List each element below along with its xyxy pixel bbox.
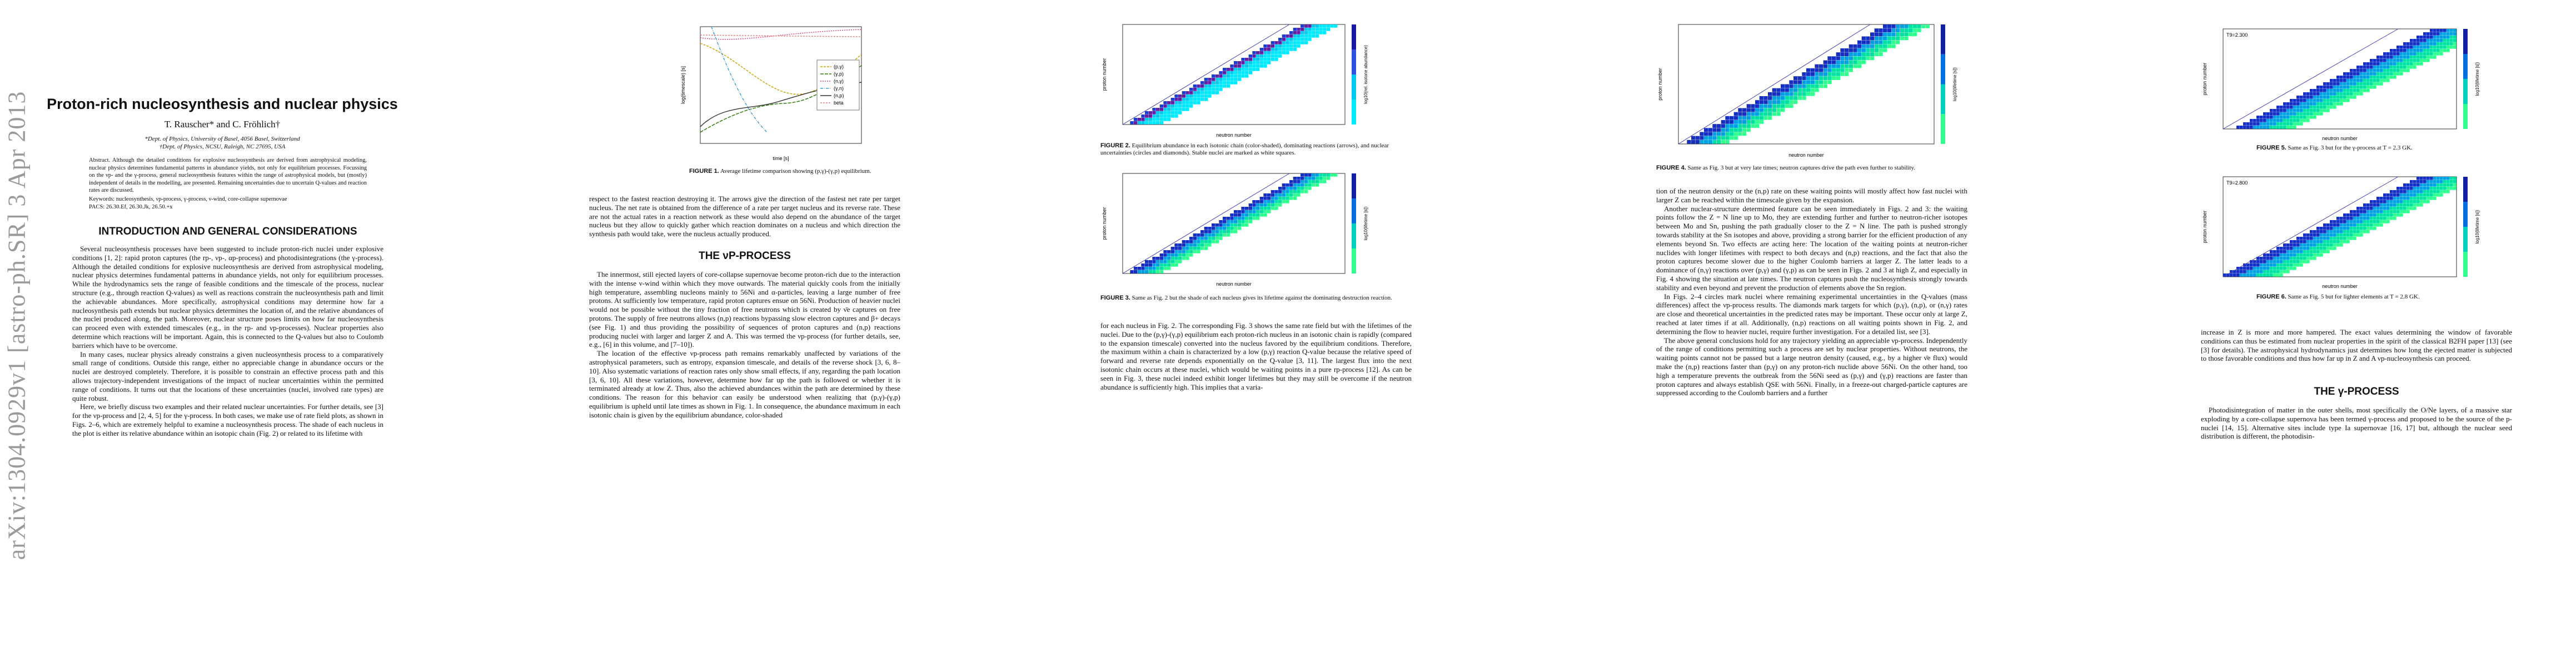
paragraph: Here, we briefly discuss two examples an… (72, 402, 383, 437)
nuclide-cells (1130, 24, 1338, 125)
legend-entry: (γ,p) (834, 71, 844, 77)
temperature-label: T9=2.800 (2226, 180, 2248, 186)
y-axis-label: proton number (2202, 211, 2208, 243)
affiliation-1: *Dept. of Physics, University of Basel, … (145, 136, 300, 142)
paragraph: Photodisintegration of matter in the out… (2201, 406, 2512, 441)
pacs: PACS: 26.30.Ef, 26.30.Jk, 26.50.+x (89, 204, 173, 210)
section-heading-intro: INTRODUCTION AND GENERAL CONSIDERATIONS (98, 226, 357, 237)
body-text-col5b: Photodisintegration of matter in the out… (2201, 406, 2512, 441)
figure-5-plot: log10(lifetime [s]) neutron number proton … (2202, 28, 2480, 141)
y-axis-label: proton number (1657, 68, 1663, 101)
colorbar-label: log10(lifetime [s]) (1363, 206, 1368, 240)
figure-4-plot: log10(lifetime [s]) neutron number proton … (1657, 24, 1957, 158)
paragraph: increase in Z is more and more hampered.… (2201, 328, 2512, 363)
nuclide-cells (2236, 29, 2457, 129)
section-heading-gamma: THE γ-PROCESS (2314, 386, 2399, 397)
arxiv-sidebar: arXiv:1304.0929v1 [astro-ph.SR] 3 Apr 20… (0, 0, 33, 667)
y-axis-label: proton number (1102, 207, 1107, 240)
y-axis-label: proton number (1102, 58, 1107, 91)
page-3: log10(rel. isotone abundance) neutron num… (1067, 0, 1489, 667)
x-axis-label: neutron number (1788, 152, 1824, 158)
figure-6-caption: FIGURE 6. Same as Fig. 5 but for lighter… (2256, 293, 2420, 300)
paper-authors: T. Rauscher* and C. Fröhlich† (164, 119, 281, 130)
paragraph: In Figs. 2–4 circles mark nuclei where r… (1656, 292, 1967, 336)
paper-title: Proton-rich nucleosynthesis and nuclear … (47, 96, 398, 112)
fig1-ylabel: log(timescale) [s] (680, 66, 686, 104)
colorbar (1352, 24, 1356, 125)
x-axis-label: neutron number (1216, 132, 1252, 138)
x-axis-label: neutron number (2322, 136, 2358, 141)
figure-3-plot: log10(lifetime [s]) neutron number proton … (1102, 173, 1368, 287)
colorbar-label: log10(lifetime [s]) (2475, 62, 2480, 96)
paragraph: respect to the fastest reaction destroyi… (589, 195, 900, 238)
fig1-curve (700, 43, 862, 95)
keywords: Keywords: nucleosynthesis, νp-process, γ… (89, 196, 287, 202)
page-4: log10(lifetime [s]) neutron number proton … (1612, 0, 2034, 667)
body-text-col2a: respect to the fastest reaction destroyi… (589, 195, 900, 238)
fig1-curve (711, 26, 768, 133)
figure-2-caption: FIGURE 2. Equilibrium abundance in each … (1100, 142, 1389, 156)
legend-entry: beta (834, 100, 844, 106)
nuclide-cells (1130, 173, 1338, 273)
y-axis-label: proton number (2202, 63, 2208, 96)
colorbar-label: log10(lifetime [s]) (1952, 67, 1957, 101)
page-1: arXiv:1304.0929v1 [astro-ph.SR] 3 Apr 20… (0, 0, 422, 667)
nuclide-cells (2223, 177, 2457, 277)
page-5: log10(lifetime [s]) neutron number proton … (2145, 0, 2576, 667)
temperature-label: T9=2.300 (2226, 32, 2248, 38)
affiliation-2: †Dept. of Physics, NCSU, Raleigh, NC 276… (159, 143, 286, 150)
body-text-col4: tion of the neutron density or the (n,p)… (1656, 187, 1967, 397)
figure-3-caption: FIGURE 3. Same as Fig. 2 but the shade o… (1100, 295, 1392, 301)
colorbar (1941, 24, 1945, 144)
colorbar (2463, 177, 2468, 277)
legend-entry: (p,γ) (834, 64, 844, 69)
body-text-col1: Several nucleosynthesis processes have b… (72, 245, 383, 438)
figure-2-plot: log10(rel. isotone abundance) neutron num… (1102, 24, 1368, 138)
figure-1-caption: FIGURE 1. Average lifetime comparison sh… (689, 168, 871, 175)
fig1-legend: (p,γ) (γ,p) (n,γ) (γ,n) (n,p) beta (816, 59, 860, 111)
paragraph: Several nucleosynthesis processes have b… (72, 245, 383, 350)
colorbar-label: log10(lifetime [s]) (2475, 210, 2480, 243)
colorbar-label: log10(rel. isotone abundance) (1363, 45, 1368, 104)
legend-entry: (γ,n) (834, 86, 844, 91)
figure-6-plot: log10(lifetime [s]) neutron number proton … (2202, 176, 2480, 289)
legend-entry: (n,γ) (834, 78, 844, 84)
body-text-col2b: The innermost, still ejected layers of c… (589, 270, 900, 420)
page-2: log(timescale) [s] time [s] (p,γ) (γ,p) … (534, 0, 956, 667)
section-heading-vp: THE νP-PROCESS (699, 250, 791, 262)
paragraph: The above general conclusions hold for a… (1656, 336, 1967, 397)
paragraph: Another nuclear-structure determined fea… (1656, 204, 1967, 292)
abstract: Abstract. Although the detailed conditio… (89, 157, 367, 193)
figure-4-caption: FIGURE 4. Same as Fig. 3 but at very lat… (1656, 165, 1916, 171)
x-axis-label: neutron number (2322, 283, 2358, 289)
colorbar (1352, 173, 1356, 273)
body-text-col5a: increase in Z is more and more hampered.… (2201, 328, 2512, 363)
paragraph: for each nucleus in Fig. 2. The correspo… (1100, 321, 1412, 391)
paragraph: The location of the effective νp-process… (589, 349, 900, 419)
legend-entry: (n,p) (834, 93, 844, 98)
colorbar (2463, 29, 2468, 129)
paragraph: tion of the neutron density or the (n,p)… (1656, 187, 1967, 204)
figure-5-caption: FIGURE 5. Same as Fig. 3 but for the γ-p… (2256, 145, 2413, 151)
x-axis-label: neutron number (1216, 281, 1252, 287)
nuclide-cells (1687, 24, 1930, 144)
fig1-xlabel: time [s] (773, 156, 789, 161)
body-text-col3: for each nucleus in Fig. 2. The correspo… (1100, 321, 1412, 391)
figure-1-plot: log(timescale) [s] time [s] (p,γ) (γ,p) … (680, 26, 862, 161)
fig1-curve (700, 34, 862, 37)
paragraph: In many cases, nuclear physics already c… (72, 350, 383, 402)
fig1-curve (700, 29, 862, 40)
arxiv-id: arXiv:1304.0929v1 [astro-ph.SR] 3 Apr 20… (3, 91, 31, 560)
paragraph: The innermost, still ejected layers of c… (589, 270, 900, 349)
